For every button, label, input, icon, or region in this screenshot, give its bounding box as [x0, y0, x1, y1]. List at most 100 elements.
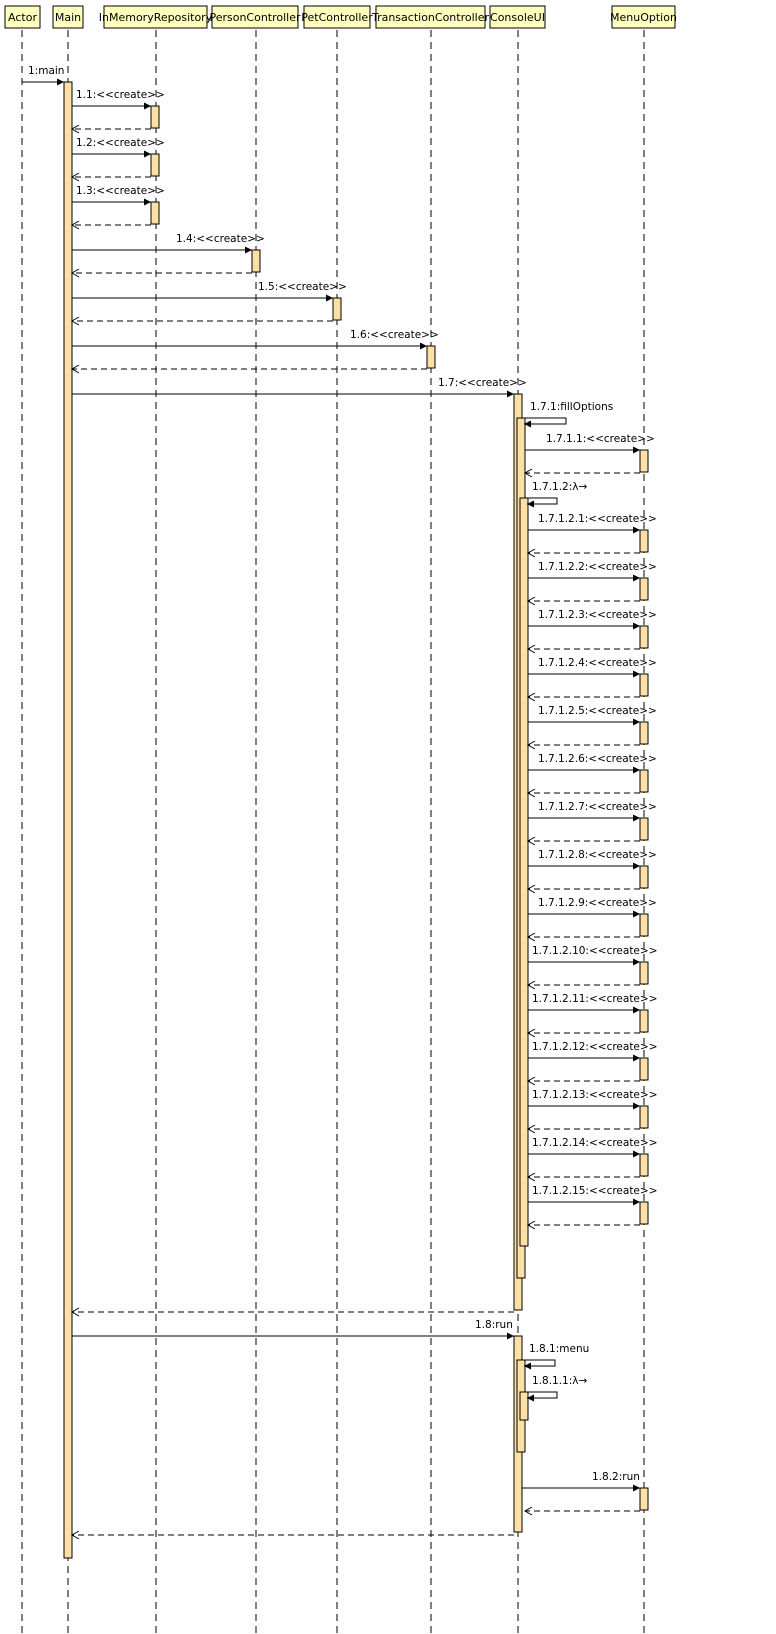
activation-bar	[332, 297, 342, 321]
activation-bar	[639, 449, 649, 473]
activation-bar	[150, 201, 160, 225]
arrowhead	[633, 622, 640, 630]
arrowhead	[326, 294, 333, 302]
arrowhead	[70, 268, 80, 278]
activation-bar	[639, 1057, 649, 1081]
message-label: 1.7.1.2.8:<<create>>	[538, 849, 657, 861]
arrowhead	[144, 102, 151, 110]
message-label: 1.7.1.2.4:<<create>>	[538, 657, 657, 669]
arrowhead	[70, 316, 80, 326]
arrowhead	[633, 1054, 640, 1062]
arrowhead	[526, 1028, 536, 1038]
participant-label-pet: PetController	[301, 11, 373, 24]
activation-bar	[639, 817, 649, 841]
self-call-arrow	[525, 497, 558, 505]
message-label: 1.7.1.2.5:<<create>>	[538, 705, 657, 717]
message-label: 1.2:<<create>>	[76, 137, 165, 149]
participant-label-repo: InMemoryRepository	[99, 11, 213, 24]
activation-bar	[639, 577, 649, 601]
participant-label-main: Main	[55, 11, 81, 24]
message-label: 1.7:<<create>>	[438, 377, 527, 389]
message-label: 1:main	[28, 65, 64, 77]
arrowhead	[70, 124, 80, 134]
arrowhead	[526, 788, 536, 798]
participant-box-actor	[4, 5, 41, 29]
arrowhead	[633, 574, 640, 582]
activation-bar	[519, 1391, 529, 1421]
self-call-arrow	[522, 1359, 556, 1367]
message-label: 1.8.2:run	[592, 1471, 640, 1483]
arrowhead	[420, 342, 427, 350]
participant-box-menu	[611, 5, 676, 29]
message-label: 1.7.1.1:<<create>>	[546, 433, 655, 445]
message-label: 1.5:<<create>>	[258, 281, 347, 293]
participant-label-person: PersonController	[209, 11, 301, 24]
participant-box-repo	[103, 5, 208, 29]
activation-bar	[426, 345, 436, 369]
arrowhead	[526, 980, 536, 990]
activation-bar	[639, 961, 649, 985]
arrowhead	[633, 718, 640, 726]
arrowhead	[57, 78, 64, 86]
message-label: 1.7.1.2.11:<<create>>	[532, 993, 658, 1005]
message-label: 1.7.1.2.6:<<create>>	[538, 753, 657, 765]
activation-bar	[639, 529, 649, 553]
participant-label-actor: Actor	[8, 11, 37, 24]
activation-bar	[639, 865, 649, 889]
arrowhead	[526, 836, 536, 846]
arrowhead	[633, 526, 640, 534]
arrowhead	[507, 1332, 514, 1340]
arrowhead	[507, 390, 514, 398]
activation-bar	[639, 1009, 649, 1033]
activation-bar	[639, 721, 649, 745]
arrowhead	[633, 958, 640, 966]
message-label: 1.3:<<create>>	[76, 185, 165, 197]
activation-bar	[639, 913, 649, 937]
participant-box-main	[52, 5, 84, 29]
arrowhead	[526, 884, 536, 894]
message-label: 1.7.1.2.2:<<create>>	[538, 561, 657, 573]
arrowhead	[633, 670, 640, 678]
message-label: 1.8.1:menu	[529, 1343, 589, 1355]
arrowhead	[633, 862, 640, 870]
message-label: 1.7.1.2.9:<<create>>	[538, 897, 657, 909]
message-label: 1.7.1.2.1:<<create>>	[538, 513, 657, 525]
participant-box-trans	[375, 5, 486, 29]
arrowhead	[526, 596, 536, 606]
message-label: 1.1:<<create>>	[76, 89, 165, 101]
activation-bar	[150, 153, 160, 177]
arrowhead	[633, 814, 640, 822]
arrowhead	[526, 692, 536, 702]
arrowhead	[526, 1076, 536, 1086]
activation-bar	[639, 625, 649, 649]
arrowhead	[526, 644, 536, 654]
participant-label-console: ConsoleUI	[490, 11, 545, 24]
participant-box-pet	[303, 5, 371, 29]
arrowhead	[527, 500, 534, 508]
arrowhead	[70, 1530, 80, 1540]
arrowhead	[524, 1362, 531, 1370]
message-label: 1.7.1:fillOptions	[530, 401, 613, 413]
arrowhead	[633, 446, 640, 454]
participant-box-console	[489, 5, 546, 29]
participant-box-person	[211, 5, 299, 29]
arrowhead	[70, 1307, 80, 1317]
participant-label-trans: TransactionController	[371, 11, 490, 24]
arrowhead	[523, 468, 533, 478]
message-label: 1.7.1.2.15:<<create>>	[532, 1185, 658, 1197]
arrowhead	[633, 910, 640, 918]
arrowhead	[526, 1172, 536, 1182]
arrowhead	[524, 420, 531, 428]
message-label: 1.7.1.2.12:<<create>>	[532, 1041, 658, 1053]
arrowhead	[633, 1198, 640, 1206]
arrowhead	[633, 766, 640, 774]
self-call-arrow	[522, 417, 567, 425]
arrowhead	[245, 246, 252, 254]
participant-label-menu: MenuOption	[610, 11, 677, 24]
message-label: 1.8.1.1:λ→	[532, 1375, 587, 1387]
arrowhead	[526, 740, 536, 750]
message-label: 1.6:<<create>>	[350, 329, 439, 341]
message-label: 1.7.1.2:λ→	[532, 481, 587, 493]
arrowhead	[633, 1102, 640, 1110]
